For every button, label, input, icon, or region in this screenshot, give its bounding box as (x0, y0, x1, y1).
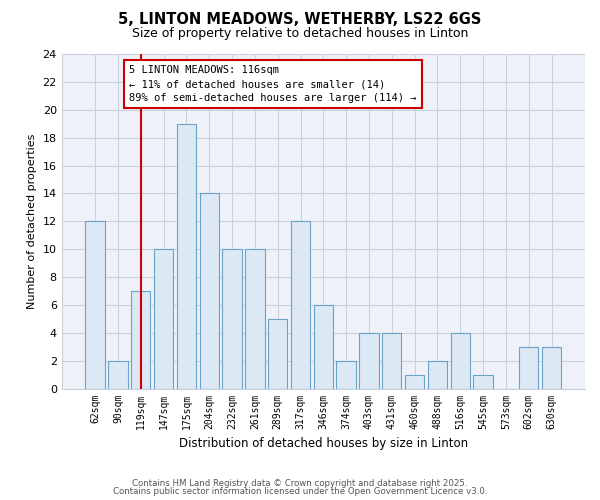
Bar (245, 249, 265, 388)
Bar (405, 374, 424, 388)
Bar (542, 346, 561, 389)
Bar (85, 222, 105, 388)
Text: 5 LINTON MEADOWS: 116sqm
← 11% of detached houses are smaller (14)
89% of semi-d: 5 LINTON MEADOWS: 116sqm ← 11% of detach… (130, 65, 417, 103)
Bar (473, 374, 493, 388)
Bar (451, 333, 470, 388)
Bar (291, 222, 310, 388)
Bar (268, 319, 287, 388)
Bar (428, 360, 447, 388)
Text: Contains public sector information licensed under the Open Government Licence v3: Contains public sector information licen… (113, 487, 487, 496)
Bar (223, 249, 242, 388)
Text: 5, LINTON MEADOWS, WETHERBY, LS22 6GS: 5, LINTON MEADOWS, WETHERBY, LS22 6GS (118, 12, 482, 28)
Bar (177, 124, 196, 388)
X-axis label: Distribution of detached houses by size in Linton: Distribution of detached houses by size … (179, 437, 468, 450)
Bar (519, 346, 538, 389)
Bar (337, 360, 356, 388)
Bar (382, 333, 401, 388)
Text: Size of property relative to detached houses in Linton: Size of property relative to detached ho… (132, 28, 468, 40)
Text: Contains HM Land Registry data © Crown copyright and database right 2025.: Contains HM Land Registry data © Crown c… (132, 478, 468, 488)
Bar (131, 291, 151, 388)
Y-axis label: Number of detached properties: Number of detached properties (27, 134, 37, 309)
Bar (314, 305, 333, 388)
Bar (108, 360, 128, 388)
Bar (200, 194, 219, 388)
Bar (359, 333, 379, 388)
Bar (154, 249, 173, 388)
